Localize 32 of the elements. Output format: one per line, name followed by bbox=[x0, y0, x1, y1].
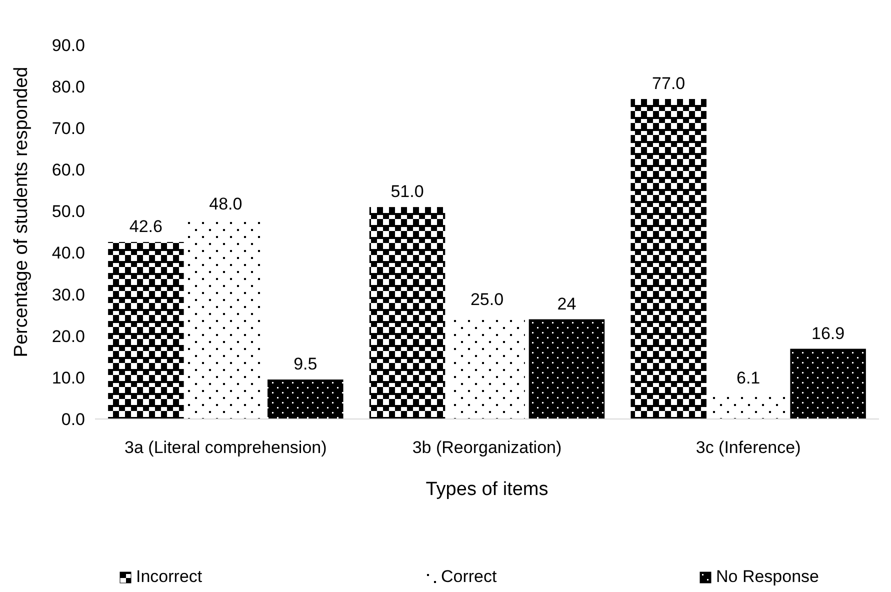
legend-label: Correct bbox=[441, 567, 498, 586]
data-label: 9.5 bbox=[294, 354, 318, 374]
legend-label: Incorrect bbox=[136, 567, 202, 586]
y-axis-title: Percentage of students responded bbox=[11, 66, 32, 358]
y-tick-label: 10.0 bbox=[52, 368, 85, 388]
y-tick-label: 70.0 bbox=[52, 119, 85, 138]
data-label: 42.6 bbox=[129, 216, 162, 236]
y-tick-label: 80.0 bbox=[52, 78, 85, 97]
bar bbox=[630, 99, 706, 419]
x-axis-title: Types of items bbox=[426, 479, 548, 500]
data-label: 25.0 bbox=[470, 290, 504, 310]
bar bbox=[790, 348, 866, 419]
data-label: 51.0 bbox=[390, 182, 424, 202]
bar bbox=[528, 319, 605, 419]
data-label: 24 bbox=[557, 294, 576, 314]
bar bbox=[268, 380, 344, 419]
data-label: 16.9 bbox=[812, 324, 845, 343]
y-tick-label: 0.0 bbox=[61, 410, 85, 429]
y-tick-label: 30.0 bbox=[52, 285, 85, 304]
y-tick-label: 50.0 bbox=[52, 202, 85, 222]
x-tick-label: 3c (Inference) bbox=[696, 438, 801, 457]
data-label: 48.0 bbox=[209, 194, 242, 214]
data-label: 77.0 bbox=[652, 74, 686, 94]
y-tick-label: 20.0 bbox=[52, 326, 85, 346]
bar bbox=[369, 207, 446, 419]
x-tick-label: 3b (Reorganization) bbox=[412, 438, 562, 457]
y-tick-label: 90.0 bbox=[52, 36, 85, 55]
x-tick-label: 3a (Literal comprehension) bbox=[124, 438, 327, 457]
y-tick-label: 60.0 bbox=[52, 160, 85, 180]
legend-label: No Response bbox=[716, 567, 820, 586]
data-label: 6.1 bbox=[736, 368, 760, 388]
y-tick-label: 40.0 bbox=[52, 244, 85, 263]
